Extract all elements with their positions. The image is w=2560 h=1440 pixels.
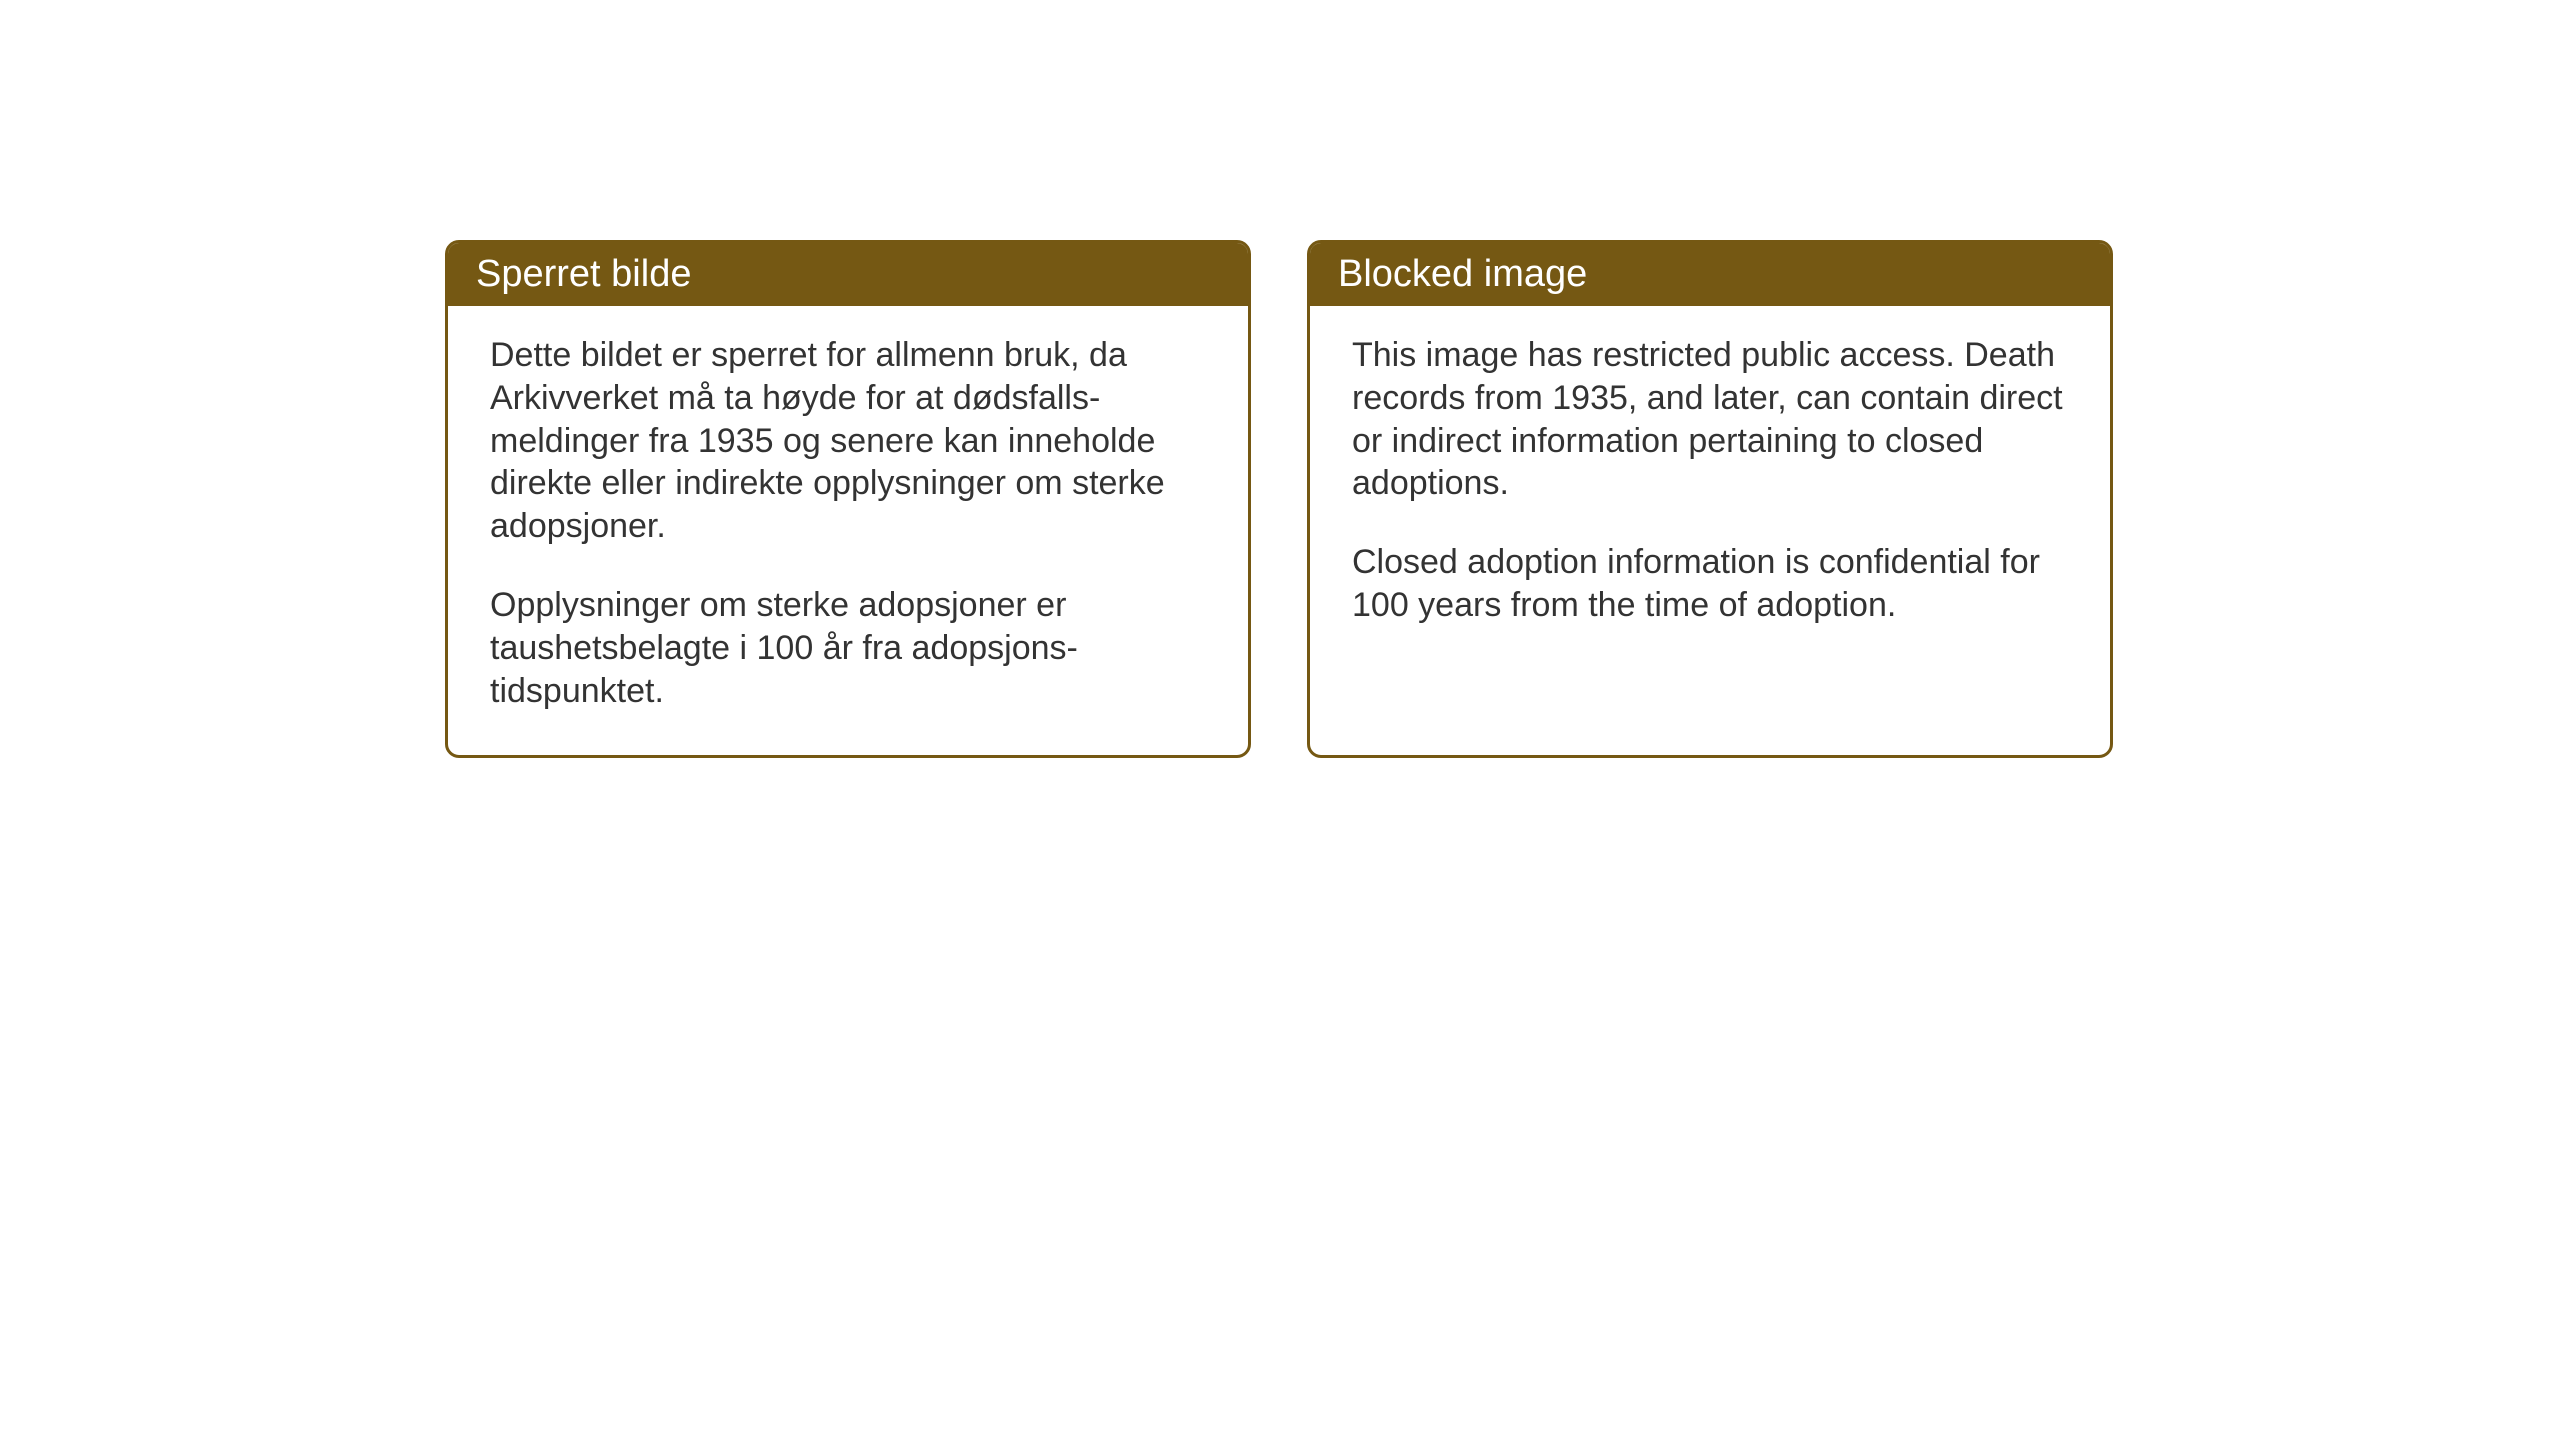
notice-paragraph-2-english: Closed adoption information is confident… [1352, 541, 2068, 627]
notice-body-english: This image has restricted public access.… [1310, 306, 2110, 669]
notice-box-english: Blocked image This image has restricted … [1307, 240, 2113, 758]
notice-title-english: Blocked image [1338, 253, 1587, 295]
notice-paragraph-1-english: This image has restricted public access.… [1352, 334, 2068, 505]
notice-paragraph-1-norwegian: Dette bildet er sperret for allmenn bruk… [490, 334, 1206, 548]
notices-container: Sperret bilde Dette bildet er sperret fo… [445, 240, 2113, 758]
notice-header-norwegian: Sperret bilde [448, 243, 1248, 306]
notice-box-norwegian: Sperret bilde Dette bildet er sperret fo… [445, 240, 1251, 758]
notice-header-english: Blocked image [1310, 243, 2110, 306]
notice-title-norwegian: Sperret bilde [476, 253, 691, 295]
notice-paragraph-2-norwegian: Opplysninger om sterke adopsjoner er tau… [490, 584, 1206, 712]
notice-body-norwegian: Dette bildet er sperret for allmenn bruk… [448, 306, 1248, 755]
